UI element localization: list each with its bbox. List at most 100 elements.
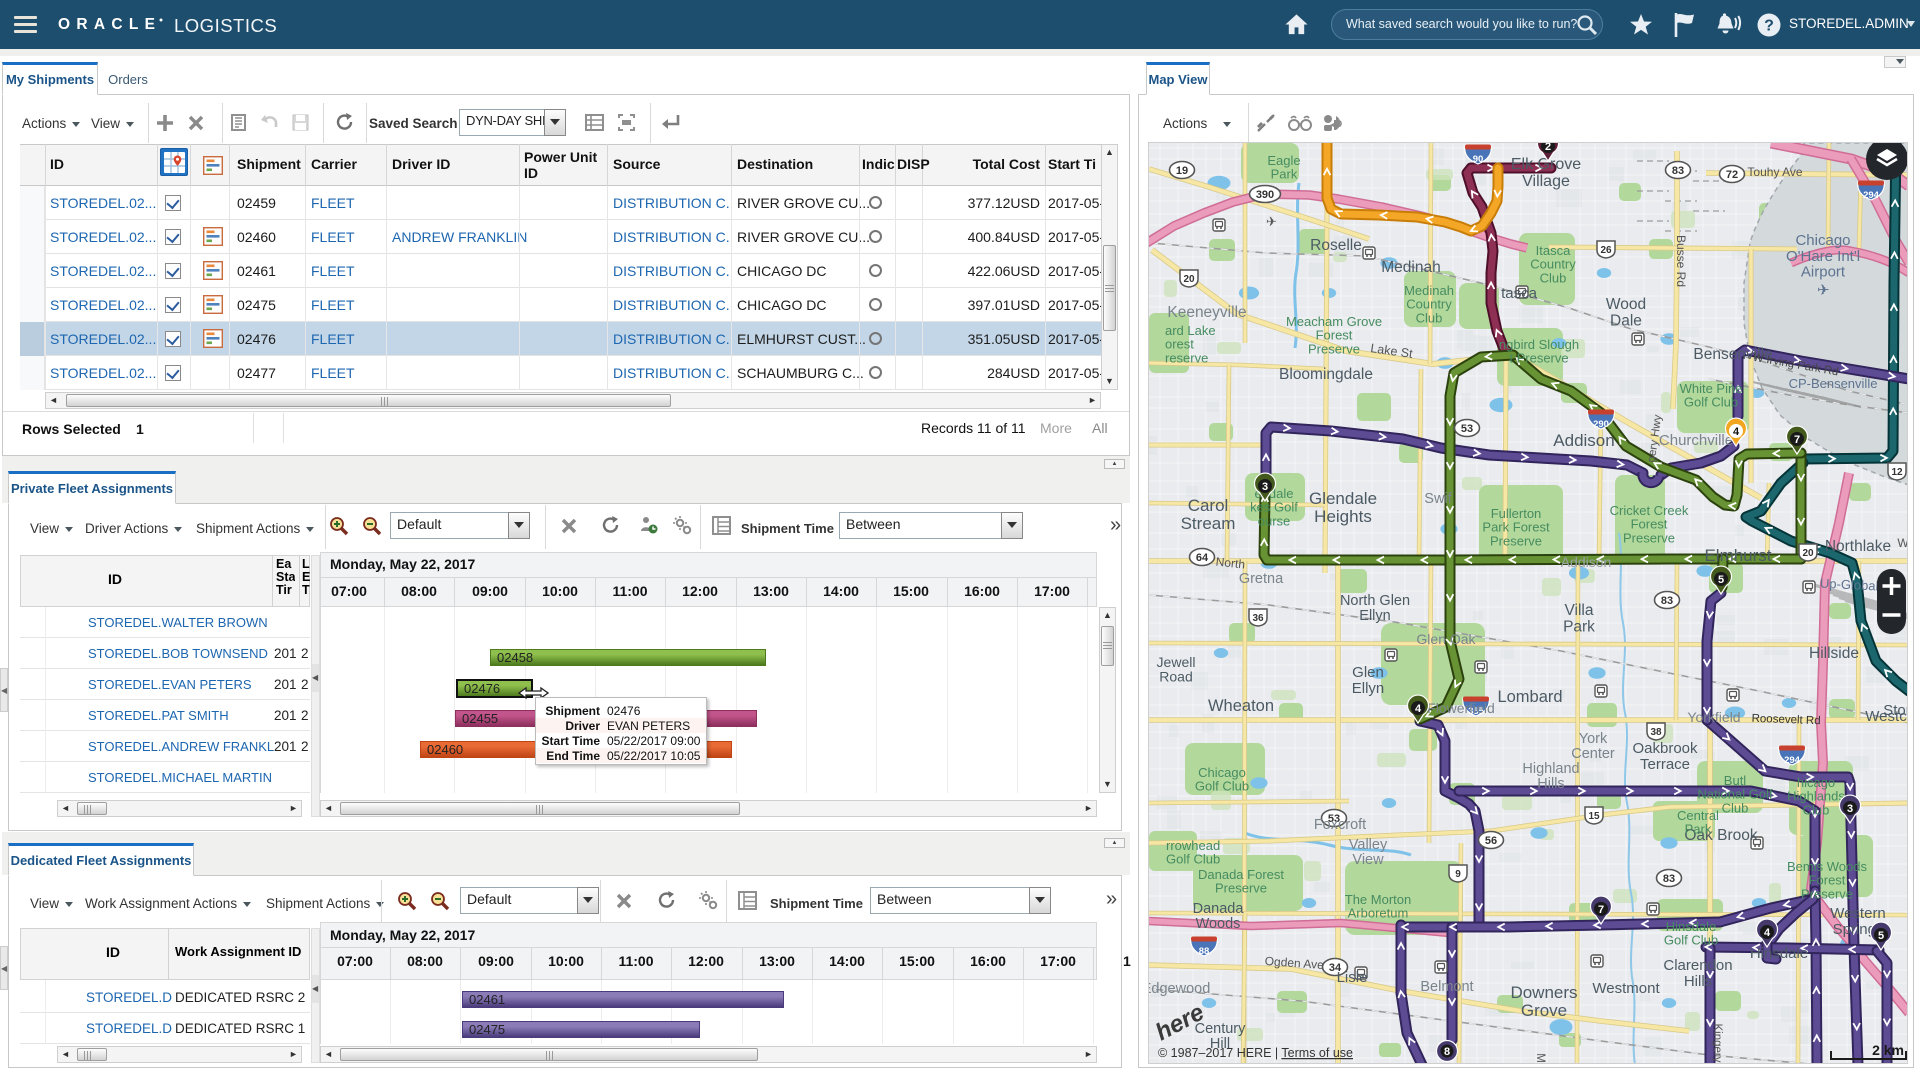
svg-text:Westmont: Westmont — [1592, 980, 1660, 997]
svg-text:National Golf: National Golf — [1697, 787, 1773, 802]
svg-text:M: M — [1534, 1053, 1546, 1063]
svg-text:Glen Oak: Glen Oak — [1416, 631, 1476, 647]
svg-text:Hills: Hills — [1684, 973, 1712, 990]
svg-text:Swif: Swif — [1424, 491, 1452, 507]
svg-text:26: 26 — [1600, 245, 1612, 256]
svg-text:Highlands: Highlands — [1787, 789, 1845, 804]
svg-text:3: 3 — [1262, 481, 1268, 493]
svg-text:Century: Century — [1195, 1021, 1247, 1037]
svg-text:Belmont: Belmont — [1420, 979, 1473, 995]
svg-text:56: 56 — [1485, 835, 1497, 847]
svg-text:CP-Bensenville: CP-Bensenville — [1789, 376, 1878, 391]
svg-text:53: 53 — [1328, 813, 1340, 825]
svg-text:Hillside: Hillside — [1809, 645, 1859, 662]
svg-text:Wheaton: Wheaton — [1208, 697, 1274, 715]
svg-text:5: 5 — [1878, 930, 1884, 942]
svg-text:Chicago: Chicago — [1198, 765, 1246, 780]
svg-text:Yorkfield: Yorkfield — [1687, 709, 1740, 725]
svg-text:Golf Club: Golf Club — [1684, 395, 1738, 410]
svg-text:19: 19 — [1176, 165, 1188, 177]
svg-text:Western: Western — [1830, 905, 1886, 922]
svg-text:Preserve: Preserve — [1490, 533, 1542, 548]
svg-text:Woods: Woods — [1196, 916, 1241, 932]
svg-text:Westc: Westc — [1865, 708, 1907, 725]
svg-text:9: 9 — [1455, 869, 1461, 880]
svg-text:Edgewood: Edgewood — [1149, 981, 1210, 997]
svg-text:7: 7 — [1598, 904, 1604, 916]
svg-text:Preserve: Preserve — [1623, 530, 1675, 545]
svg-text:4: 4 — [1733, 426, 1740, 438]
svg-text:Preserve: Preserve — [1801, 886, 1853, 901]
svg-text:Center: Center — [1571, 746, 1615, 762]
svg-text:Club: Club — [1722, 800, 1749, 815]
svg-text:Keeneyville: Keeneyville — [1167, 304, 1246, 321]
svg-text:Lisle: Lisle — [1337, 969, 1368, 986]
svg-text:Stor: Stor — [1883, 702, 1908, 719]
svg-text:Jewell: Jewell — [1157, 654, 1196, 670]
svg-text:Oak Brook: Oak Brook — [1684, 827, 1757, 844]
svg-text:Park: Park — [1271, 167, 1298, 182]
svg-text:✈: ✈ — [1266, 214, 1277, 229]
svg-text:Ogden Ave: Ogden Ave — [1264, 954, 1324, 972]
svg-text:Bloomingdale: Bloomingdale — [1279, 366, 1373, 383]
svg-text:t Preserve: t Preserve — [1509, 351, 1568, 366]
svg-text:ard Lake: ard Lake — [1165, 323, 1216, 338]
svg-text:Forest: Forest — [1631, 517, 1668, 532]
svg-text:Park: Park — [1685, 822, 1712, 837]
svg-text:Hinsdale: Hinsdale — [1666, 919, 1717, 934]
svg-text:Heights: Heights — [1314, 507, 1372, 526]
svg-text:Hinsdale: Hinsdale — [1750, 945, 1808, 962]
svg-text:Preserve: Preserve — [1308, 341, 1360, 356]
svg-text:York: York — [1579, 731, 1608, 747]
svg-text:Hills: Hills — [1537, 776, 1564, 792]
svg-text:View: View — [1352, 852, 1384, 868]
svg-text:Valley: Valley — [1349, 837, 1388, 853]
svg-text:Eagle: Eagle — [1267, 153, 1300, 168]
svg-text:83: 83 — [1672, 165, 1684, 177]
svg-text:20: 20 — [1183, 274, 1195, 285]
svg-text:Hill: Hill — [1210, 1036, 1230, 1052]
svg-text:53: 53 — [1461, 423, 1473, 435]
svg-text:Foxcroft: Foxcroft — [1314, 817, 1366, 833]
svg-text:Country: Country — [1406, 297, 1452, 312]
svg-text:Bemis Woods: Bemis Woods — [1787, 859, 1867, 874]
svg-text:North Glen: North Glen — [1340, 593, 1410, 609]
svg-text:Clarendon: Clarendon — [1663, 957, 1732, 974]
svg-text:34: 34 — [1329, 962, 1342, 974]
svg-text:Airport: Airport — [1801, 264, 1846, 281]
svg-text:North: North — [1215, 555, 1246, 572]
svg-text:Golf Club: Golf Club — [1664, 933, 1718, 948]
svg-text:Forest: Forest — [1316, 328, 1353, 343]
svg-text:?: ? — [1764, 18, 1774, 35]
svg-text:2 km: 2 km — [1872, 1042, 1904, 1058]
svg-text:Glendale: Glendale — [1309, 489, 1377, 508]
svg-text:Roosevelt Rd: Roosevelt Rd — [1751, 713, 1820, 727]
svg-text:Fullerton: Fullerton — [1491, 506, 1542, 521]
svg-text:20: 20 — [1802, 548, 1814, 559]
svg-text:294: 294 — [1784, 755, 1801, 766]
svg-text:Gretna: Gretna — [1239, 571, 1284, 587]
svg-text:Addison: Addison — [1561, 554, 1612, 570]
svg-text:Grove: Grove — [1521, 1001, 1567, 1020]
svg-text:ourse: ourse — [1258, 513, 1291, 528]
svg-text:ngbird Slough: ngbird Slough — [1499, 337, 1579, 352]
svg-text:83: 83 — [1661, 595, 1673, 607]
svg-text:reserve: reserve — [1165, 350, 1208, 365]
svg-text:Flowerfield: Flowerfield — [1427, 700, 1495, 716]
svg-text:hicago: hicago — [1797, 775, 1835, 790]
svg-text:Ellyn: Ellyn — [1359, 608, 1390, 624]
svg-text:Itasca: Itasca — [1536, 243, 1571, 258]
svg-text:Glen: Glen — [1352, 664, 1384, 681]
svg-text:Park Forest: Park Forest — [1482, 520, 1550, 535]
svg-text:Busse Rd: Busse Rd — [1674, 235, 1688, 287]
svg-text:Downers: Downers — [1510, 983, 1577, 1002]
svg-text:© 1987–2017 HERE | Terms of us: © 1987–2017 HERE | Terms of use — [1158, 1046, 1353, 1060]
svg-text:Up-Global: Up-Global — [1820, 575, 1879, 593]
svg-text:Club: Club — [1416, 310, 1443, 325]
svg-text:Highland: Highland — [1522, 761, 1579, 777]
svg-text:7: 7 — [1794, 434, 1800, 446]
svg-text:4: 4 — [1415, 703, 1422, 715]
svg-text:Road: Road — [1159, 669, 1192, 685]
svg-text:Central: Central — [1677, 808, 1719, 823]
svg-text:Danada: Danada — [1193, 901, 1245, 917]
